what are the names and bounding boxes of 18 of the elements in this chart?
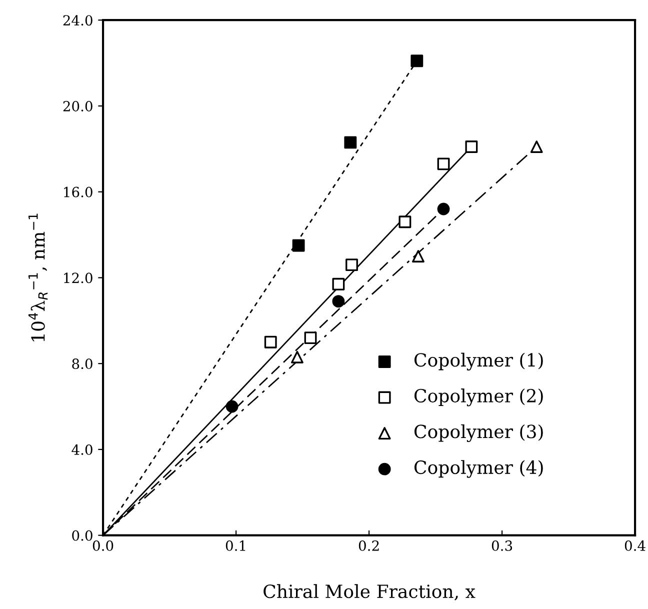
x-tick-label: 0.2 <box>358 540 379 551</box>
y-tick-label: 0.0 <box>72 530 92 541</box>
x-tick-label: 0.1 <box>226 540 246 551</box>
y-tick-label: 8.0 <box>72 358 92 370</box>
y-axis-title: 10$^{4}$λ$_{R}$$^{−1}$, nm$^{−1}$ <box>28 214 48 342</box>
y-tick-label: 24.0 <box>63 15 92 26</box>
legend-label: Copolymer (3) <box>414 424 543 442</box>
x-tick-label: 0.0 <box>92 540 114 551</box>
y-tick-label: 12.0 <box>64 272 92 284</box>
x-tick-label: 0.3 <box>492 540 512 551</box>
y-tick-label: 20.0 <box>63 100 92 112</box>
legend-label: Copolymer (1) <box>414 352 543 370</box>
x-tick-label: 0.4 <box>624 540 646 551</box>
y-tick-label: 4.0 <box>72 444 92 455</box>
y-tick-label: 16.0 <box>64 186 92 198</box>
x-axis-title: Chiral Mole Fraction, x <box>264 584 476 600</box>
legend-label: Copolymer (4) <box>414 460 543 478</box>
legend-label: Copolymer (2) <box>414 388 543 406</box>
